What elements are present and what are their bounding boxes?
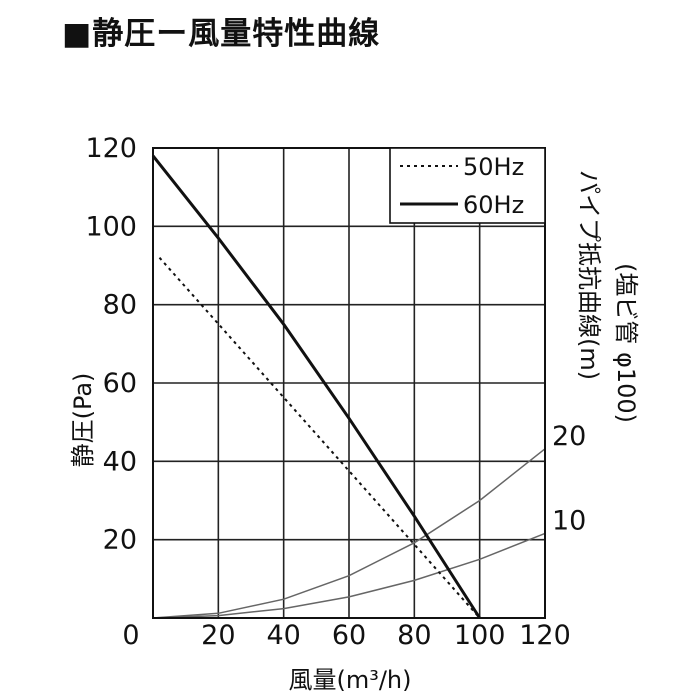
x-tick-label: 100 — [454, 620, 506, 651]
y-axis-label: 静圧(Pa) — [69, 373, 97, 468]
x-tick-label: 0 — [122, 620, 139, 651]
y-tick-label: 40 — [103, 446, 137, 477]
legend-box — [389, 147, 546, 224]
legend: 50Hz 60Hz — [389, 147, 546, 224]
resistance-curve-label: 20 — [552, 421, 586, 452]
chart-title: ■静圧ー風量特性曲線 — [62, 16, 381, 52]
y-tick-label: 100 — [85, 211, 137, 242]
y-tick-label: 80 — [103, 290, 137, 321]
series-lines — [151, 154, 481, 619]
resistance-curve — [152, 448, 546, 619]
x-tick-label: 20 — [201, 620, 235, 651]
x-tick-label: 120 — [519, 620, 571, 651]
tick-labels: 0 20 40 60 80 100 120 20 40 60 80 100 120 — [85, 133, 570, 651]
right-axis-label: パイプ抵抗曲線(m) — [575, 170, 603, 380]
y-tick-label: 60 — [103, 368, 137, 399]
series-line-50Hz — [158, 257, 481, 619]
plot-frame — [152, 147, 546, 619]
x-tick-label: 80 — [397, 620, 431, 651]
series-line-60Hz — [151, 154, 481, 619]
x-axis-label: 風量(m³/h) — [288, 666, 411, 694]
resistance-curve-label: 10 — [552, 505, 586, 536]
legend-label: 60Hz — [463, 191, 524, 219]
resistance-curve — [152, 532, 546, 619]
x-tick-label: 60 — [332, 620, 366, 651]
x-tick-label: 40 — [266, 620, 300, 651]
right-axis-sublabel: (塩ビ管 φ100) — [612, 263, 640, 423]
y-tick-label: 120 — [85, 133, 137, 164]
y-tick-label: 20 — [103, 525, 137, 556]
legend-label: 50Hz — [463, 153, 524, 181]
